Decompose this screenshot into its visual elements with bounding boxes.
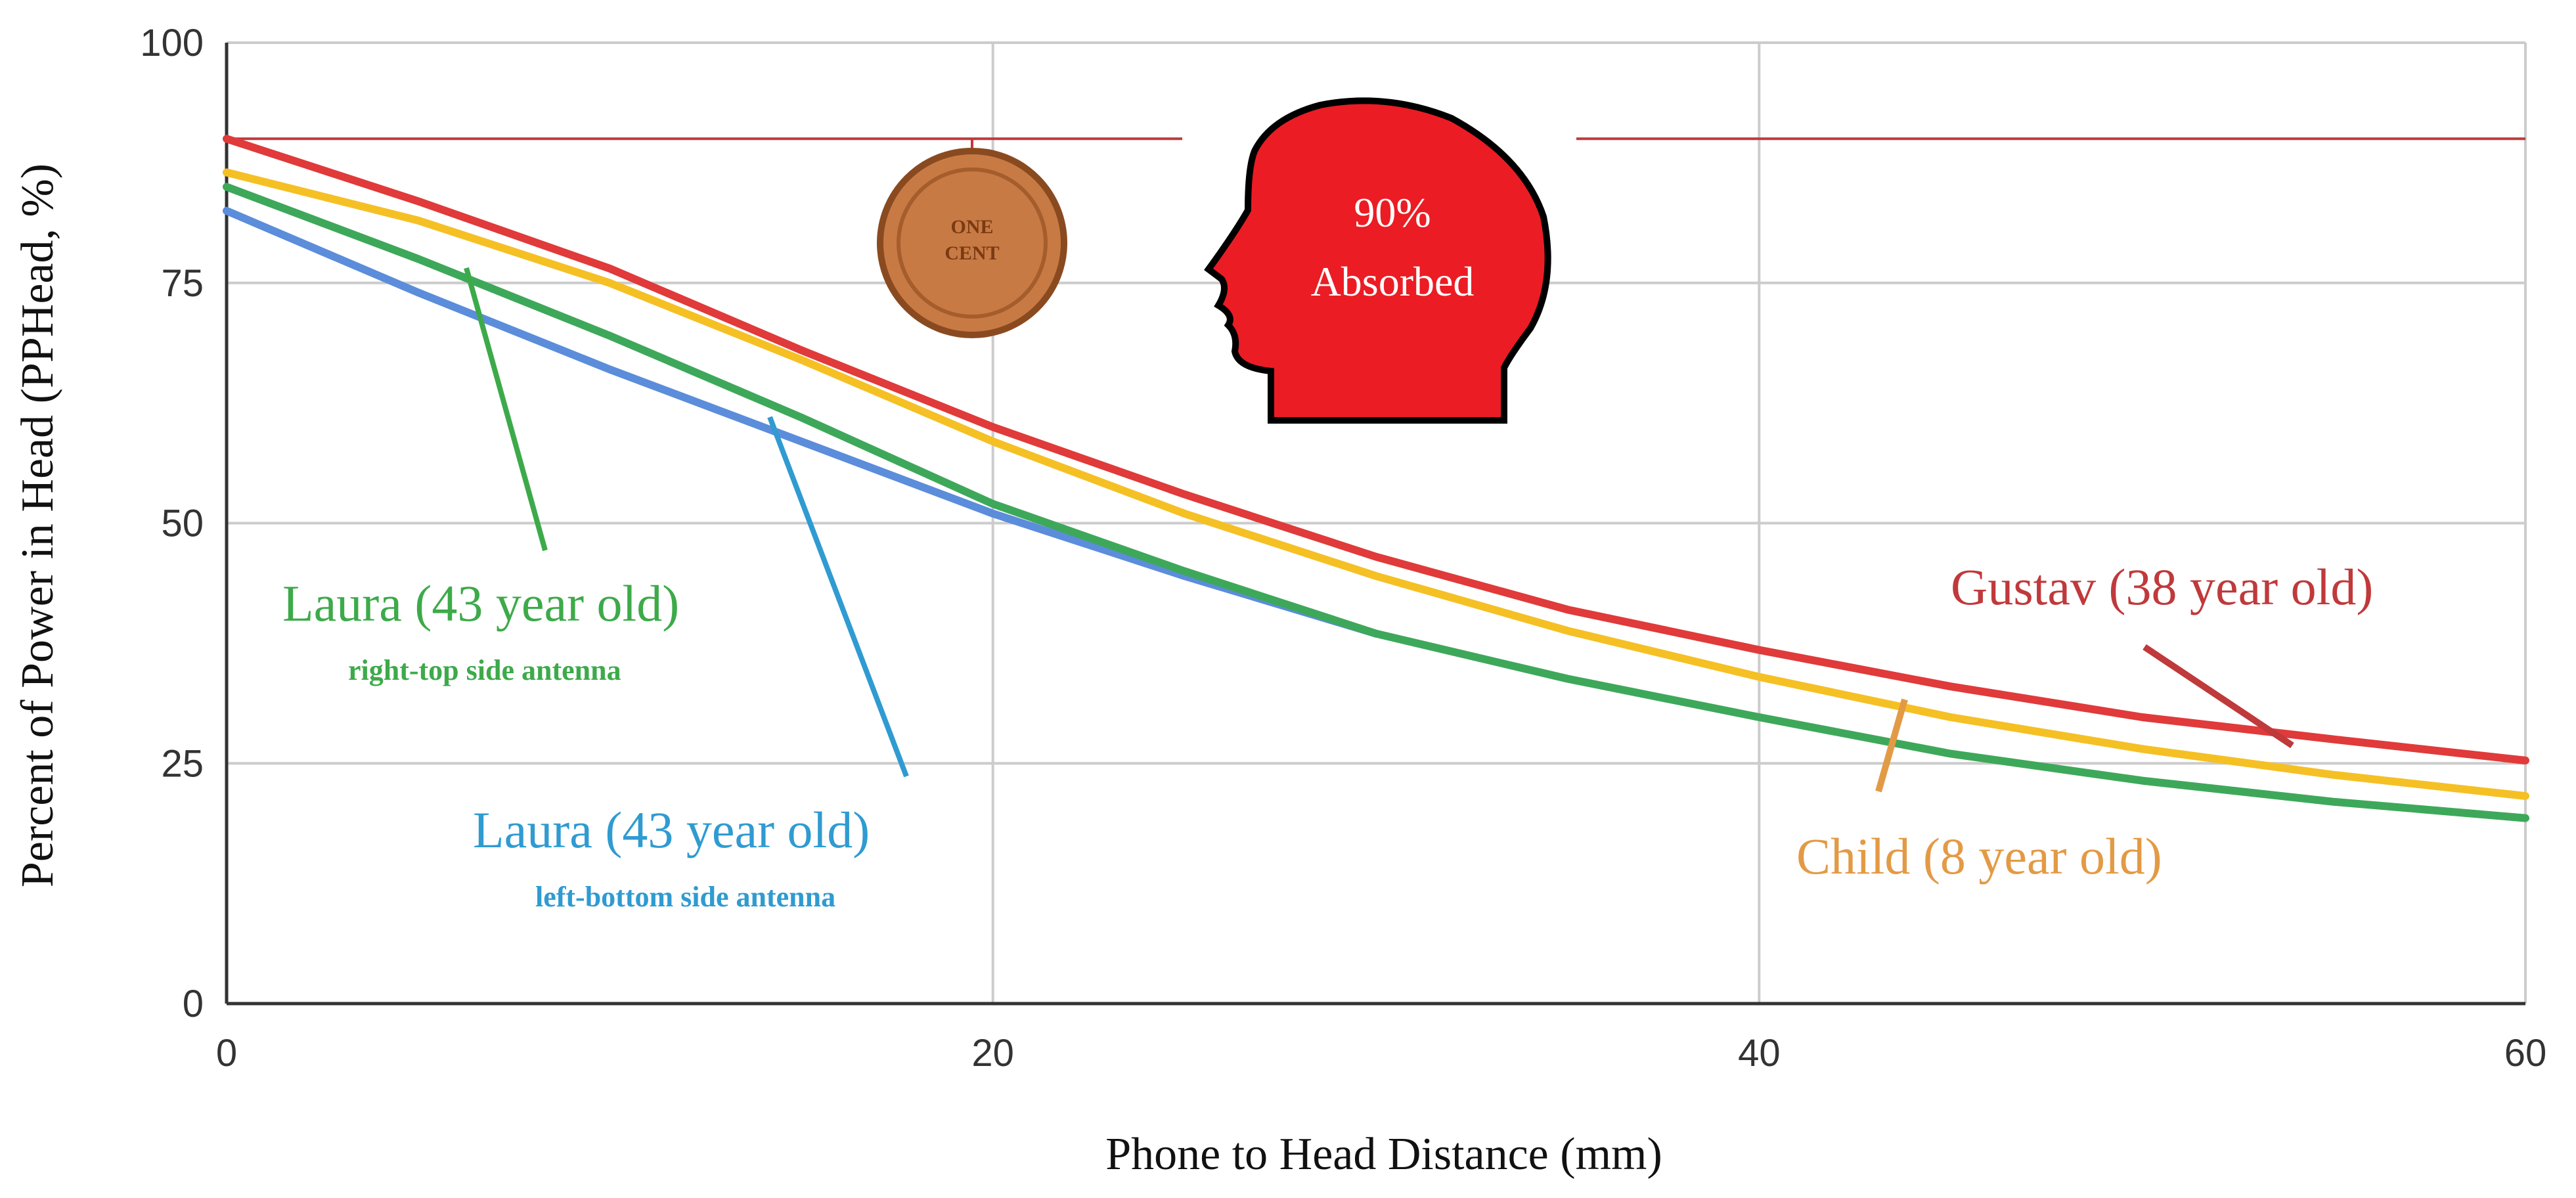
- y-tick-label: 75: [161, 262, 204, 305]
- penny-text-line2: CENT: [944, 242, 999, 264]
- gustav-label: Gustav (38 year old): [1951, 558, 2373, 615]
- penny-text-line1: ONE: [950, 216, 993, 238]
- x-tick-label: 0: [216, 1032, 237, 1075]
- y-axis-title: Percent of Power in Head (PPHead, %): [12, 164, 63, 887]
- laura-left-note: left-bottom side antenna: [535, 881, 835, 913]
- penny-illustration: ONE CENT: [877, 148, 1067, 338]
- axes: 0 20 40 60 0 25 50 75 100: [140, 22, 2546, 1075]
- penny-coin: [877, 148, 1067, 338]
- laura-left-label: Laura (43 year old): [473, 801, 870, 858]
- gustav-leader-line: [2143, 644, 2294, 749]
- head-text-absorbed: Absorbed: [1311, 258, 1475, 305]
- x-tick-label: 40: [1738, 1032, 1781, 1075]
- laura-left-leader-line: [767, 416, 909, 778]
- x-tick-label: 20: [971, 1032, 1014, 1075]
- series-line-2: [223, 183, 2529, 822]
- laura-right-leader-line: [464, 267, 548, 552]
- y-tick-label: 25: [161, 742, 204, 785]
- x-axis-title: Phone to Head Distance (mm): [1105, 1129, 1662, 1180]
- series-lines: [223, 135, 2529, 822]
- series-line-0: [223, 135, 2529, 765]
- x-tick-label: 60: [2504, 1032, 2547, 1075]
- laura-right-label: Laura (43 year old): [282, 575, 679, 632]
- y-tick-label: 100: [140, 22, 204, 64]
- head-text-percent: 90%: [1354, 189, 1431, 236]
- series-labels: Gustav (38 year old) Child (8 year old) …: [282, 267, 2373, 913]
- head-illustration: 90% Absorbed: [1204, 97, 1551, 424]
- child-label: Child (8 year old): [1796, 828, 2162, 885]
- child-leader-line: [1875, 698, 1908, 793]
- series-line-1: [223, 168, 2529, 800]
- laura-right-note: right-top side antenna: [348, 654, 621, 686]
- series-line-3: [223, 207, 1380, 638]
- penny-rim: [897, 167, 1048, 319]
- y-tick-label: 50: [161, 502, 204, 545]
- y-tick-label: 0: [183, 983, 204, 1025]
- head-silhouette: [1204, 97, 1551, 424]
